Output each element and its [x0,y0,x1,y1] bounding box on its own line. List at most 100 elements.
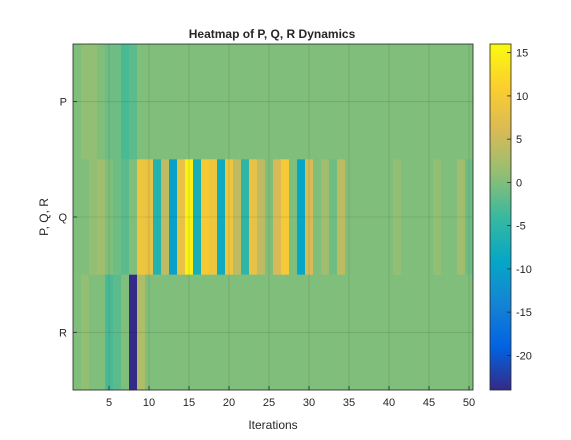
x-tick-label: 15 [183,397,195,409]
x-axis-label: Iterations [248,418,297,432]
heatmap-cell [289,44,298,160]
heatmap-cell [449,44,458,160]
heatmap-cell [321,44,330,160]
heatmap-cell [201,159,210,275]
heatmap-cell [361,159,370,275]
x-tick-label: 10 [143,397,155,409]
x-tick-label: 50 [463,397,475,409]
heatmap-cell [297,274,306,391]
heatmap-cell [321,159,330,275]
heatmap-cell [233,44,242,160]
heatmap-cell [377,159,386,275]
heatmap-cell [433,44,442,160]
chart-title: Heatmap of P, Q, R Dynamics [189,27,356,41]
x-axis: 5 10 15 20 25 30 35 40 45 50 [106,386,475,409]
heatmap-cell [121,44,130,160]
heatmap-cell [297,159,306,275]
heatmap-cell [409,159,418,275]
heatmap-cell [81,159,90,275]
heatmap-cell [353,159,362,275]
heatmap-cell [89,159,98,275]
heatmap-cell [113,159,122,275]
heatmap-cell [369,274,378,391]
heatmap-cell [457,159,466,275]
heatmap-cell [273,159,282,275]
heatmap-cell [441,44,450,160]
heatmap-cell [353,44,362,160]
heatmap-cell [465,159,474,275]
heatmap-cell [313,44,322,160]
heatmap-cell [153,159,162,275]
y-tick-label: R [59,327,67,339]
heatmap-cell [193,159,202,275]
heatmap-cell [305,159,314,275]
x-tick-label: 20 [223,397,235,409]
heatmap-cells [73,44,474,391]
heatmap-cell [393,159,402,275]
heatmap-cell [265,159,274,275]
heatmap-cell [137,159,146,275]
heatmap-cell [249,44,258,160]
heatmap-cell [457,44,466,160]
y-tick-label: Q [58,212,67,224]
heatmap-cell [241,159,250,275]
heatmap-cell [393,274,402,391]
heatmap-cell [401,159,410,275]
colorbar: -20 -15 -10 -5 0 5 10 15 [489,43,532,391]
heatmap-cell [465,44,474,160]
heatmap-cell [97,274,106,391]
heatmap-cell [329,274,338,391]
heatmap-cell [121,274,130,391]
heatmap-cell [441,159,450,275]
heatmap-cell [201,44,210,160]
heatmap-cell [281,274,290,391]
heatmap-cell [273,274,282,391]
heatmap-cell [321,274,330,391]
heatmap-cell [241,44,250,160]
heatmap-cell [337,274,346,391]
heatmap-cell [105,274,114,391]
heatmap-cell [153,274,162,391]
heatmap-cell [81,274,90,391]
colorbar-gradient [489,43,512,391]
heatmap-cell [345,274,354,391]
heatmap-cell [97,159,106,275]
colorbar-tick-label: -5 [516,221,526,233]
colorbar-tick-label: 5 [516,134,522,146]
heatmap-cell [209,274,218,391]
heatmap-cell [361,44,370,160]
heatmap-cell [401,274,410,391]
heatmap-cell [345,159,354,275]
heatmap-cell [193,44,202,160]
heatmap-cell [169,159,178,275]
heatmap-cell [249,274,258,391]
heatmap-cell [401,44,410,160]
heatmap-cell [137,44,146,160]
heatmap-cell [313,274,322,391]
heatmap-cell [385,274,394,391]
heatmap-cell [113,44,122,160]
heatmap-cell [289,159,298,275]
y-axis: P Q R [58,97,77,339]
heatmap-cell [73,159,82,275]
heatmap-cell [385,159,394,275]
heatmap-cell [433,274,442,391]
heatmap-cell [81,44,90,160]
heatmap-cell [225,44,234,160]
x-tick-label: 25 [263,397,275,409]
heatmap-cell [297,44,306,160]
heatmap-cell [153,44,162,160]
heatmap-cell [161,274,170,391]
heatmap-cell [377,44,386,160]
heatmap-cell [417,159,426,275]
y-axis-label: P, Q, R [37,198,51,236]
colorbar-tick-label: 15 [516,48,528,60]
heatmap-cell [425,274,434,391]
heatmap-cell [129,44,138,160]
heatmap-cell [281,159,290,275]
x-tick-label: 40 [383,397,395,409]
heatmap-cell [257,44,266,160]
heatmap-cell [121,159,130,275]
heatmap-cell [329,159,338,275]
